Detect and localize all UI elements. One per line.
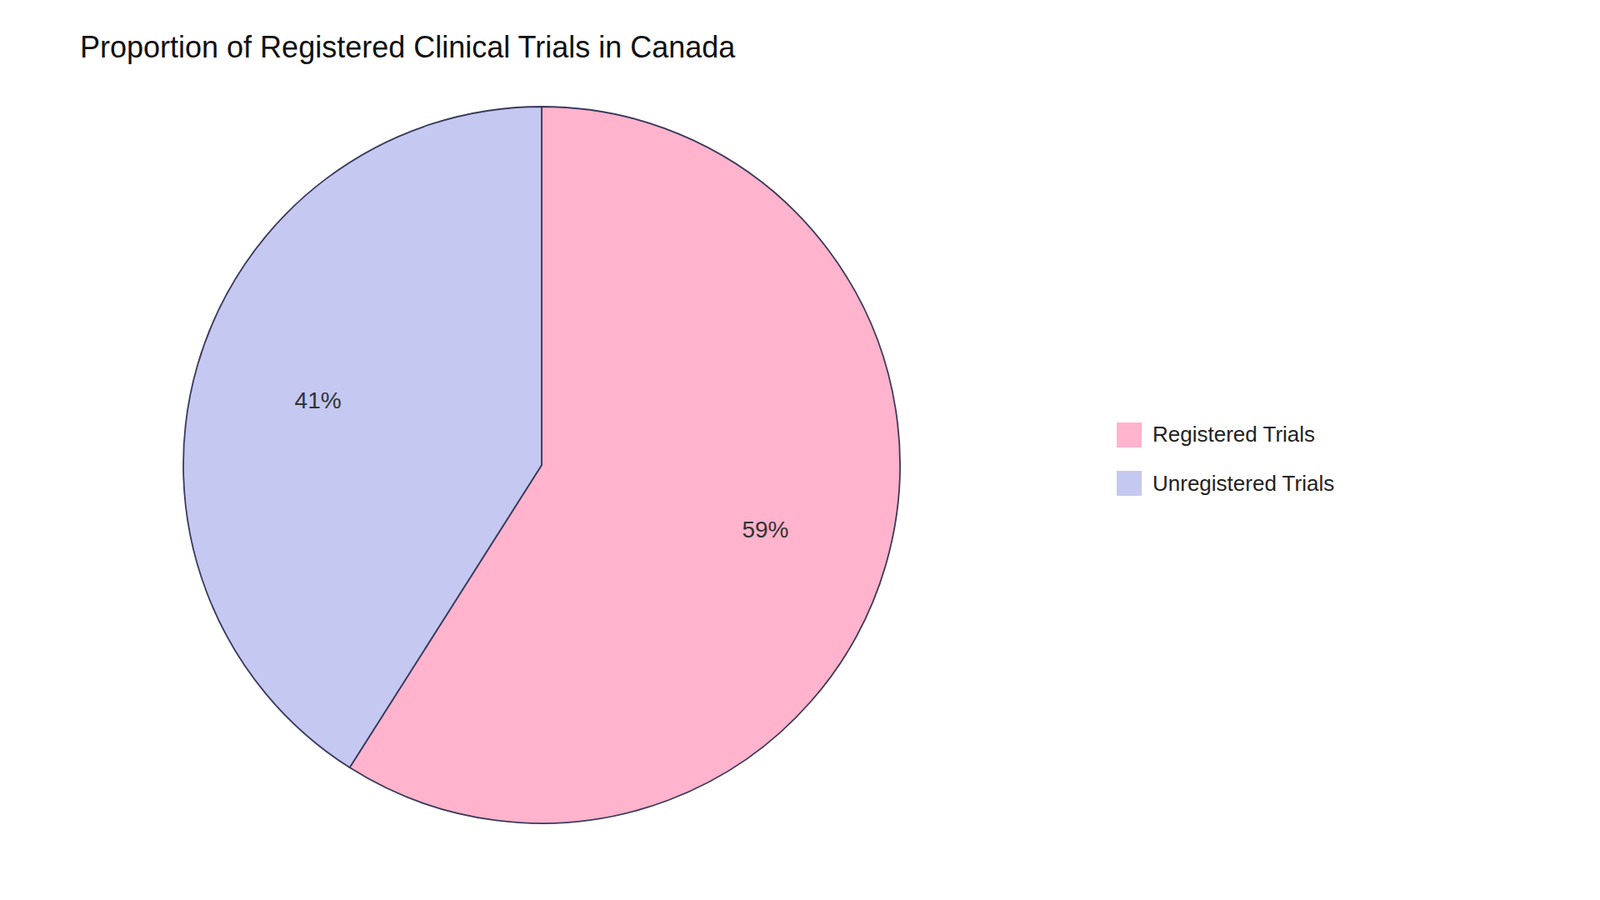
svg-text:41%: 41% [295, 387, 342, 414]
html-text:Unregistered Trials: Unregistered Trials [1152, 470, 1335, 496]
html-text:Proportion of Registered Clini: Proportion of Registered Clinical Trials… [80, 30, 736, 65]
svg-text:59%: 59% [741, 516, 789, 543]
html-text:Registered Trials: Registered Trials [1152, 421, 1316, 447]
